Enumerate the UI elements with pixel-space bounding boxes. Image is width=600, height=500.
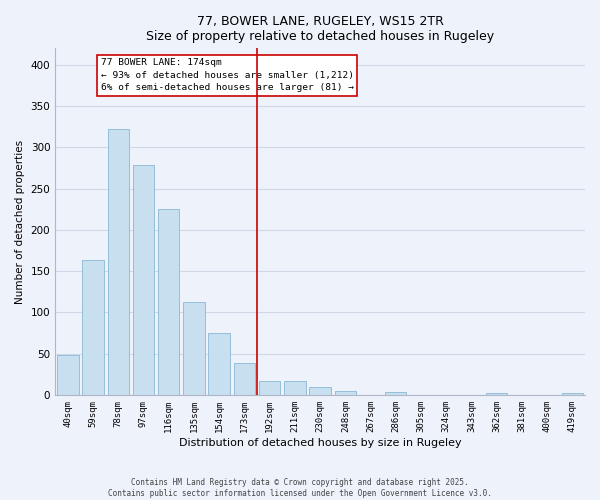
Bar: [107, 129, 129, 395]
Bar: [259, 381, 280, 395]
Text: Contains HM Land Registry data © Crown copyright and database right 2025.
Contai: Contains HM Land Registry data © Crown c…: [108, 478, 492, 498]
Bar: [208, 333, 230, 395]
Bar: [82, 260, 104, 395]
Bar: [310, 386, 331, 395]
Bar: [183, 302, 205, 395]
Bar: [133, 164, 154, 395]
Y-axis label: Number of detached properties: Number of detached properties: [15, 140, 25, 304]
Bar: [57, 355, 79, 395]
Bar: [335, 390, 356, 395]
Bar: [486, 393, 508, 395]
X-axis label: Distribution of detached houses by size in Rugeley: Distribution of detached houses by size …: [179, 438, 461, 448]
Bar: [284, 381, 305, 395]
Text: 77 BOWER LANE: 174sqm
← 93% of detached houses are smaller (1,212)
6% of semi-de: 77 BOWER LANE: 174sqm ← 93% of detached …: [101, 58, 353, 92]
Bar: [562, 393, 583, 395]
Title: 77, BOWER LANE, RUGELEY, WS15 2TR
Size of property relative to detached houses i: 77, BOWER LANE, RUGELEY, WS15 2TR Size o…: [146, 15, 494, 43]
Bar: [233, 364, 255, 395]
Bar: [385, 392, 406, 395]
Bar: [158, 209, 179, 395]
